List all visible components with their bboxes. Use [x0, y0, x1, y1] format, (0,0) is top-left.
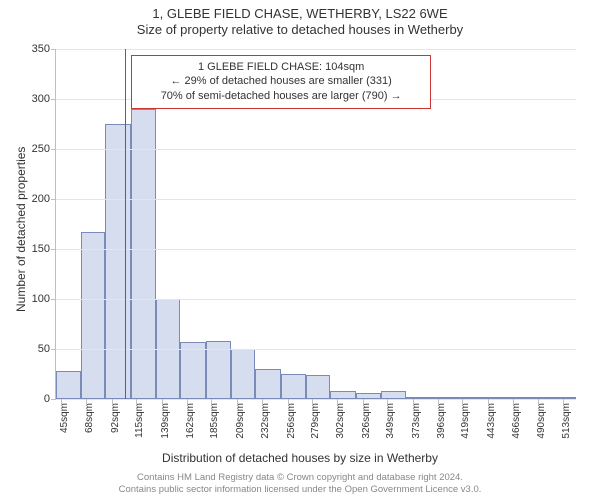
plot-area: 05010015020025030035045sqm68sqm92sqm115s…: [55, 49, 576, 400]
reference-line: [125, 49, 126, 399]
y-gridline: [56, 299, 576, 300]
y-tick-label: 300: [32, 93, 56, 105]
x-tick-label: 232sqm: [260, 403, 271, 439]
x-tick-label: 139sqm: [160, 403, 171, 439]
x-tick-label: 115sqm: [134, 403, 145, 438]
x-tick-label: 513sqm: [561, 403, 572, 439]
x-tick-label: 302sqm: [335, 403, 346, 439]
y-tick-label: 100: [32, 293, 56, 305]
x-tick-label: 209sqm: [235, 403, 246, 439]
x-tick-label: 443sqm: [486, 403, 497, 439]
y-tick-label: 200: [32, 193, 56, 205]
info-box-line: 70% of semi-detached houses are larger (…: [140, 89, 422, 104]
chart-container: Number of detached properties 0501001502…: [0, 39, 600, 459]
info-box-line: ← 29% of detached houses are smaller (33…: [140, 74, 422, 89]
x-tick-label: 45sqm: [59, 403, 70, 433]
histogram-bar: [306, 375, 331, 399]
x-tick-label: 326sqm: [361, 403, 372, 439]
histogram-bar: [381, 391, 406, 399]
x-tick-label: 92sqm: [110, 403, 121, 433]
x-tick-label: 349sqm: [385, 403, 396, 439]
histogram-bar: [281, 374, 306, 399]
x-axis-title: Distribution of detached houses by size …: [0, 451, 600, 465]
info-box: 1 GLEBE FIELD CHASE: 104sqm← 29% of deta…: [131, 55, 431, 110]
chart-titles: 1, GLEBE FIELD CHASE, WETHERBY, LS22 6WE…: [0, 0, 600, 39]
footer-line-2: Contains public sector information licen…: [0, 484, 600, 496]
histogram-bar: [131, 109, 156, 399]
title-line-2: Size of property relative to detached ho…: [0, 22, 600, 38]
y-axis-title: Number of detached properties: [14, 146, 28, 311]
y-gridline: [56, 149, 576, 150]
histogram-bar: [231, 349, 256, 399]
x-tick-label: 256sqm: [286, 403, 297, 439]
info-box-line: 1 GLEBE FIELD CHASE: 104sqm: [140, 60, 422, 75]
attribution-footer: Contains HM Land Registry data © Crown c…: [0, 472, 600, 496]
y-tick-label: 0: [44, 393, 56, 405]
histogram-bar: [56, 371, 81, 399]
y-gridline: [56, 399, 576, 400]
x-tick-label: 396sqm: [436, 403, 447, 439]
y-gridline: [56, 199, 576, 200]
y-tick-label: 350: [32, 43, 56, 55]
x-tick-label: 279sqm: [310, 403, 321, 439]
y-gridline: [56, 349, 576, 350]
x-tick-label: 185sqm: [209, 403, 220, 439]
y-tick-label: 50: [38, 343, 56, 355]
title-line-1: 1, GLEBE FIELD CHASE, WETHERBY, LS22 6WE: [0, 6, 600, 22]
histogram-bar: [330, 391, 356, 399]
y-tick-label: 250: [32, 143, 56, 155]
footer-line-1: Contains HM Land Registry data © Crown c…: [0, 472, 600, 484]
x-tick-label: 419sqm: [460, 403, 471, 439]
histogram-bar: [255, 369, 281, 399]
x-tick-label: 68sqm: [84, 403, 95, 433]
x-tick-label: 162sqm: [185, 403, 196, 439]
x-tick-label: 466sqm: [511, 403, 522, 439]
y-gridline: [56, 49, 576, 50]
x-tick-label: 490sqm: [536, 403, 547, 439]
x-tick-label: 373sqm: [411, 403, 422, 439]
y-gridline: [56, 249, 576, 250]
histogram-bar: [81, 232, 106, 399]
histogram-bar: [105, 124, 131, 399]
y-tick-label: 150: [32, 243, 56, 255]
histogram-bar: [180, 342, 206, 399]
